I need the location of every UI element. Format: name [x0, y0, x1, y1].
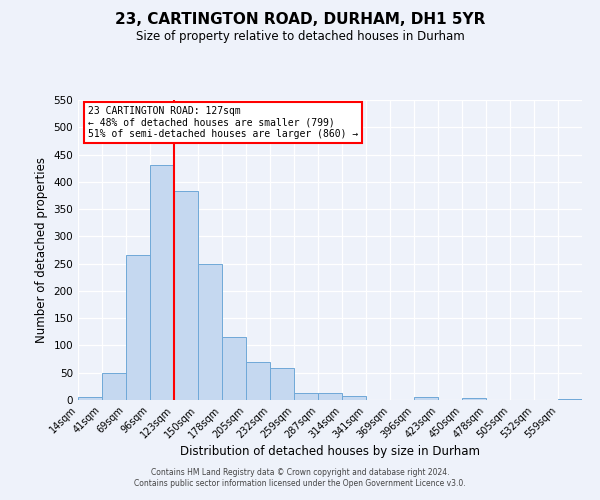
Text: 23, CARTINGTON ROAD, DURHAM, DH1 5YR: 23, CARTINGTON ROAD, DURHAM, DH1 5YR	[115, 12, 485, 28]
Bar	[222, 338, 246, 400]
Bar	[342, 396, 366, 400]
Bar	[318, 394, 342, 400]
Bar	[174, 191, 198, 400]
Text: 23 CARTINGTON ROAD: 127sqm
← 48% of detached houses are smaller (799)
51% of sem: 23 CARTINGTON ROAD: 127sqm ← 48% of deta…	[88, 106, 358, 139]
Bar	[294, 394, 318, 400]
Bar	[558, 399, 582, 400]
Text: Size of property relative to detached houses in Durham: Size of property relative to detached ho…	[136, 30, 464, 43]
Bar	[126, 256, 150, 400]
Bar	[78, 398, 102, 400]
Bar	[198, 264, 222, 400]
Bar	[414, 396, 438, 400]
Bar	[246, 362, 270, 400]
Bar	[150, 166, 174, 400]
Bar	[462, 398, 486, 400]
Text: Contains HM Land Registry data © Crown copyright and database right 2024.
Contai: Contains HM Land Registry data © Crown c…	[134, 468, 466, 487]
X-axis label: Distribution of detached houses by size in Durham: Distribution of detached houses by size …	[180, 446, 480, 458]
Bar	[102, 372, 126, 400]
Bar	[270, 368, 294, 400]
Y-axis label: Number of detached properties: Number of detached properties	[35, 157, 48, 343]
